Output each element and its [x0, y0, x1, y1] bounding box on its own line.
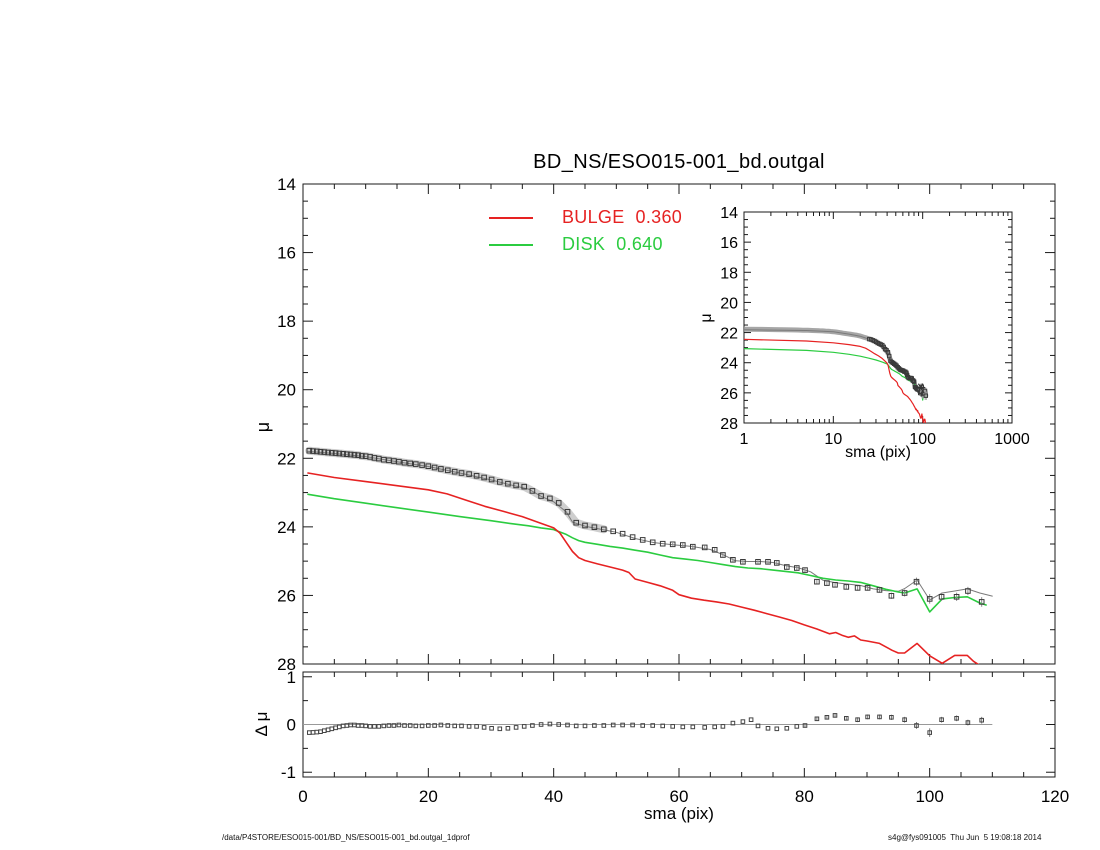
inset-y-axis-label: μ — [698, 313, 715, 323]
inset-series — [744, 326, 929, 423]
svg-text:1: 1 — [740, 431, 749, 448]
svg-text:22: 22 — [720, 326, 738, 343]
residual-plot-panel: 0 20 40 60 80 100 120-101 — [281, 668, 1069, 806]
svg-text:14: 14 — [277, 175, 296, 194]
legend-entry-disk: DISK 0.640 — [562, 234, 663, 255]
svg-text:26: 26 — [277, 586, 296, 605]
svg-text:20: 20 — [419, 787, 438, 806]
legend-swatch-bulge-line — [489, 217, 533, 219]
svg-text:120: 120 — [1041, 787, 1069, 806]
svg-text:1: 1 — [287, 668, 296, 687]
main-x-axis-label: sma (pix) — [644, 804, 714, 823]
footer-file-path: /data/P4STORE/ESO015-001/BD_NS/ESO015-00… — [222, 833, 470, 842]
svg-text:20: 20 — [277, 381, 296, 400]
svg-text:-1: -1 — [281, 763, 296, 782]
residual-y-axis-label: Δ μ — [252, 711, 271, 737]
svg-text:24: 24 — [720, 356, 738, 373]
svg-text:26: 26 — [720, 386, 738, 403]
legend-value-disk: 0.640 — [616, 234, 663, 254]
footer-user-timestamp: s4g@fys091005 Thu Jun 5 19:08:18 2014 — [888, 833, 1042, 842]
legend-swatch-disk-line — [489, 244, 533, 246]
svg-text:18: 18 — [720, 265, 738, 282]
chart-title: BD_NS/ESO015-001_bd.outgal — [533, 151, 825, 173]
svg-text:24: 24 — [277, 518, 296, 537]
svg-text:10: 10 — [824, 431, 842, 448]
legend-label-disk: DISK — [562, 234, 606, 254]
svg-text:0: 0 — [298, 787, 307, 806]
svg-text:80: 80 — [795, 787, 814, 806]
svg-text:28: 28 — [277, 655, 296, 674]
inset-x-axis-label: sma (pix) — [845, 444, 911, 461]
svg-text:1000: 1000 — [994, 431, 1030, 448]
legend-entry-bulge: BULGE 0.360 — [562, 207, 682, 228]
svg-text:16: 16 — [720, 235, 738, 252]
svg-text:18: 18 — [277, 312, 296, 331]
svg-text:20: 20 — [720, 295, 738, 312]
legend-label-bulge: BULGE — [562, 207, 625, 227]
legend-value-bulge: 0.360 — [635, 207, 683, 227]
svg-text:16: 16 — [277, 244, 296, 263]
svg-text:0: 0 — [287, 716, 296, 735]
main-y-axis-label: μ — [252, 421, 273, 433]
svg-text:60: 60 — [670, 787, 689, 806]
main-series — [305, 446, 993, 664]
main-plot-panel: 14 16 18 20 22 24 26 28 — [277, 175, 1056, 674]
svg-text:28: 28 — [720, 416, 738, 433]
svg-text:40: 40 — [544, 787, 563, 806]
svg-text:100: 100 — [915, 787, 943, 806]
svg-text:14: 14 — [720, 205, 738, 222]
svg-text:22: 22 — [277, 449, 296, 468]
svg-text:100: 100 — [909, 431, 936, 448]
inset-plot-panel: 1 10 100 1000 14 16 18 20 22 24 26 28 — [720, 205, 1030, 448]
